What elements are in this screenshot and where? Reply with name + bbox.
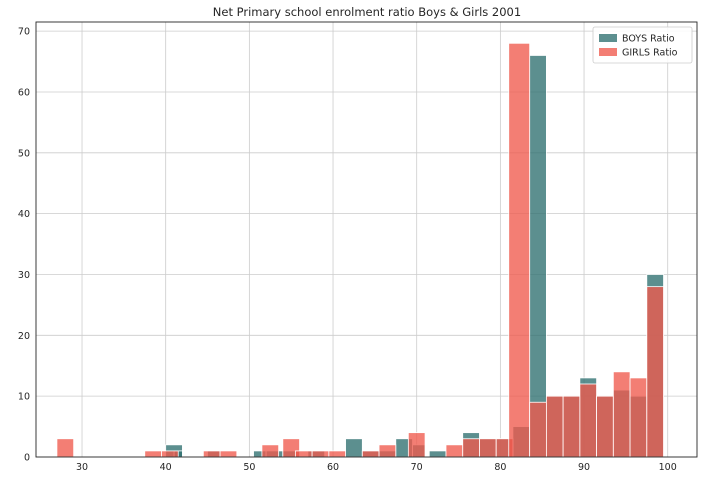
bar — [545, 395, 564, 458]
bar — [361, 450, 380, 458]
bar — [629, 377, 648, 458]
bar — [261, 444, 280, 458]
bar — [508, 42, 531, 458]
x-tick-label: 80 — [494, 462, 506, 473]
bar — [219, 450, 238, 458]
legend-swatch — [599, 48, 617, 56]
bar — [345, 438, 363, 458]
bar — [407, 432, 426, 458]
y-tick-label: 0 — [24, 453, 30, 464]
bar — [428, 450, 447, 458]
y-tick-label: 30 — [18, 270, 30, 281]
x-tick-label: 30 — [76, 462, 88, 473]
bar — [596, 395, 614, 458]
bar — [445, 444, 464, 458]
legend: BOYS Ratio GIRLS Ratio — [592, 26, 693, 64]
x-tick-label: 60 — [327, 462, 339, 473]
bar — [646, 286, 664, 458]
bar — [328, 450, 346, 458]
y-tick-label: 70 — [18, 27, 30, 38]
bar — [579, 383, 597, 458]
bar — [202, 450, 221, 458]
bar — [612, 371, 631, 458]
x-tick-label: 90 — [578, 462, 590, 473]
x-tick-label: 40 — [160, 462, 172, 473]
x-tick-label: 100 — [659, 462, 677, 473]
y-tick-label: 40 — [18, 209, 30, 220]
bar — [56, 438, 75, 458]
bar — [462, 438, 480, 458]
legend-swatch — [599, 34, 617, 42]
y-tick-label: 10 — [18, 392, 30, 403]
x-tick-label: 50 — [243, 462, 255, 473]
legend-label: GIRLS Ratio — [622, 48, 678, 59]
legend-label: BOYS Ratio — [622, 34, 675, 45]
plot-frame — [35, 21, 698, 458]
bar — [562, 395, 581, 458]
bar — [311, 450, 330, 458]
x-tick-label: 70 — [411, 462, 423, 473]
bar — [378, 444, 397, 458]
bar — [479, 438, 497, 458]
y-tick-label: 20 — [18, 331, 30, 342]
bar — [144, 450, 162, 458]
y-tick-label: 60 — [18, 87, 30, 98]
bar — [161, 450, 179, 458]
bar — [529, 401, 547, 458]
series-girls — [56, 42, 664, 458]
bar — [294, 450, 313, 458]
bar — [529, 55, 547, 458]
chart-title: Net Primary school enrolment ratio Boys … — [213, 5, 521, 19]
y-tick-label: 50 — [18, 148, 30, 159]
legend-box — [592, 26, 693, 64]
